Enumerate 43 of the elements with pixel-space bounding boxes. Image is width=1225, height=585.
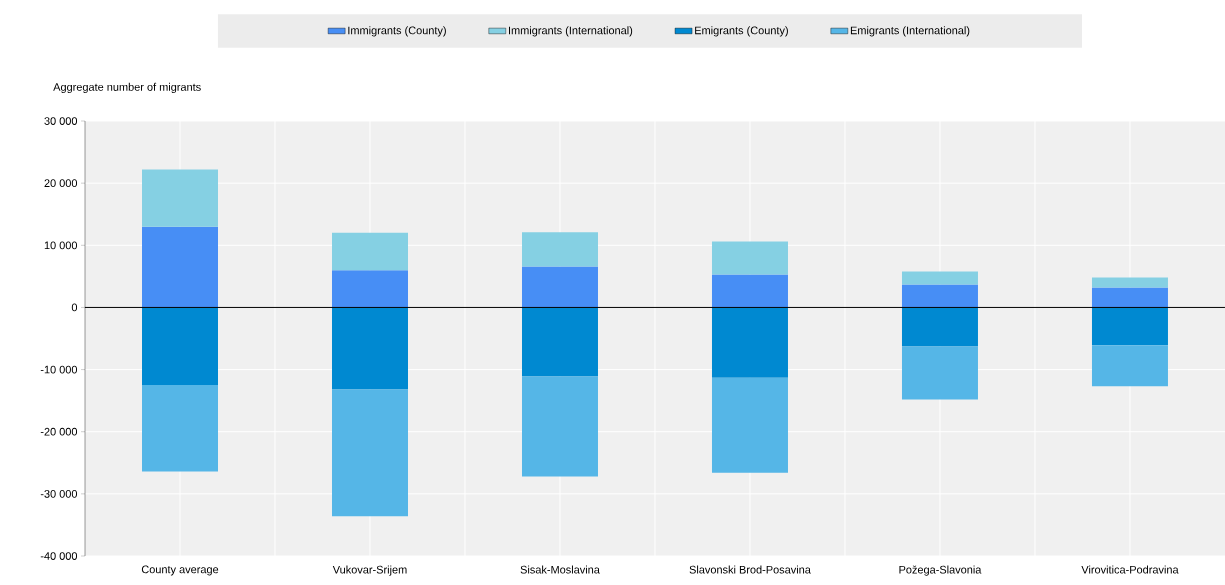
y-tick-label: 30 000 (44, 117, 78, 125)
bar (711, 241, 788, 275)
x-tick-label: Požega-Slavonia (899, 565, 982, 576)
bar (1091, 287, 1168, 308)
bar (901, 284, 978, 308)
x-tick-label: Vukovar-Srijem (332, 565, 407, 576)
bar (901, 307, 978, 347)
legend-label: Emigrants (International) (850, 26, 970, 37)
bar (142, 226, 218, 308)
bar (1091, 307, 1168, 346)
y-axis-title: Aggregate number of migrants (53, 82, 201, 94)
bar (142, 385, 218, 472)
y-tick-label: -20 000 (40, 427, 78, 436)
legend-label: Immigrants (County) (348, 26, 446, 37)
x-tick-label: Slavonski Brod-Posavina (689, 565, 811, 574)
bar (521, 307, 598, 377)
legend-label: Emigrants (County) (695, 26, 788, 37)
y-tick-label: -40 000 (40, 552, 78, 560)
y-tick-label: 10 000 (44, 241, 78, 250)
bar (901, 346, 978, 400)
bar (1091, 277, 1168, 288)
x-tick-label: Virovitica-Podravina (1081, 565, 1179, 574)
y-tick-label: 0 (71, 303, 78, 312)
x-tick-label: County average (141, 565, 219, 576)
bar (521, 266, 598, 308)
y-tick-label: 20 000 (44, 179, 78, 188)
bar (331, 307, 408, 390)
bar (1091, 345, 1168, 387)
bar (331, 389, 408, 517)
bar (521, 376, 598, 477)
bar (331, 232, 408, 271)
bar (711, 274, 788, 308)
bar (901, 271, 978, 285)
legend-label: Immigrants (International) (509, 26, 633, 37)
y-tick-label: -10 000 (40, 365, 78, 374)
x-tick-label: Sisak-Moslavina (520, 565, 600, 574)
y-tick-label: -30 000 (40, 490, 78, 498)
bar (711, 377, 788, 473)
bar (331, 270, 408, 308)
bar (142, 307, 218, 386)
bar (711, 307, 788, 378)
bar (521, 232, 598, 267)
bar (142, 169, 218, 227)
